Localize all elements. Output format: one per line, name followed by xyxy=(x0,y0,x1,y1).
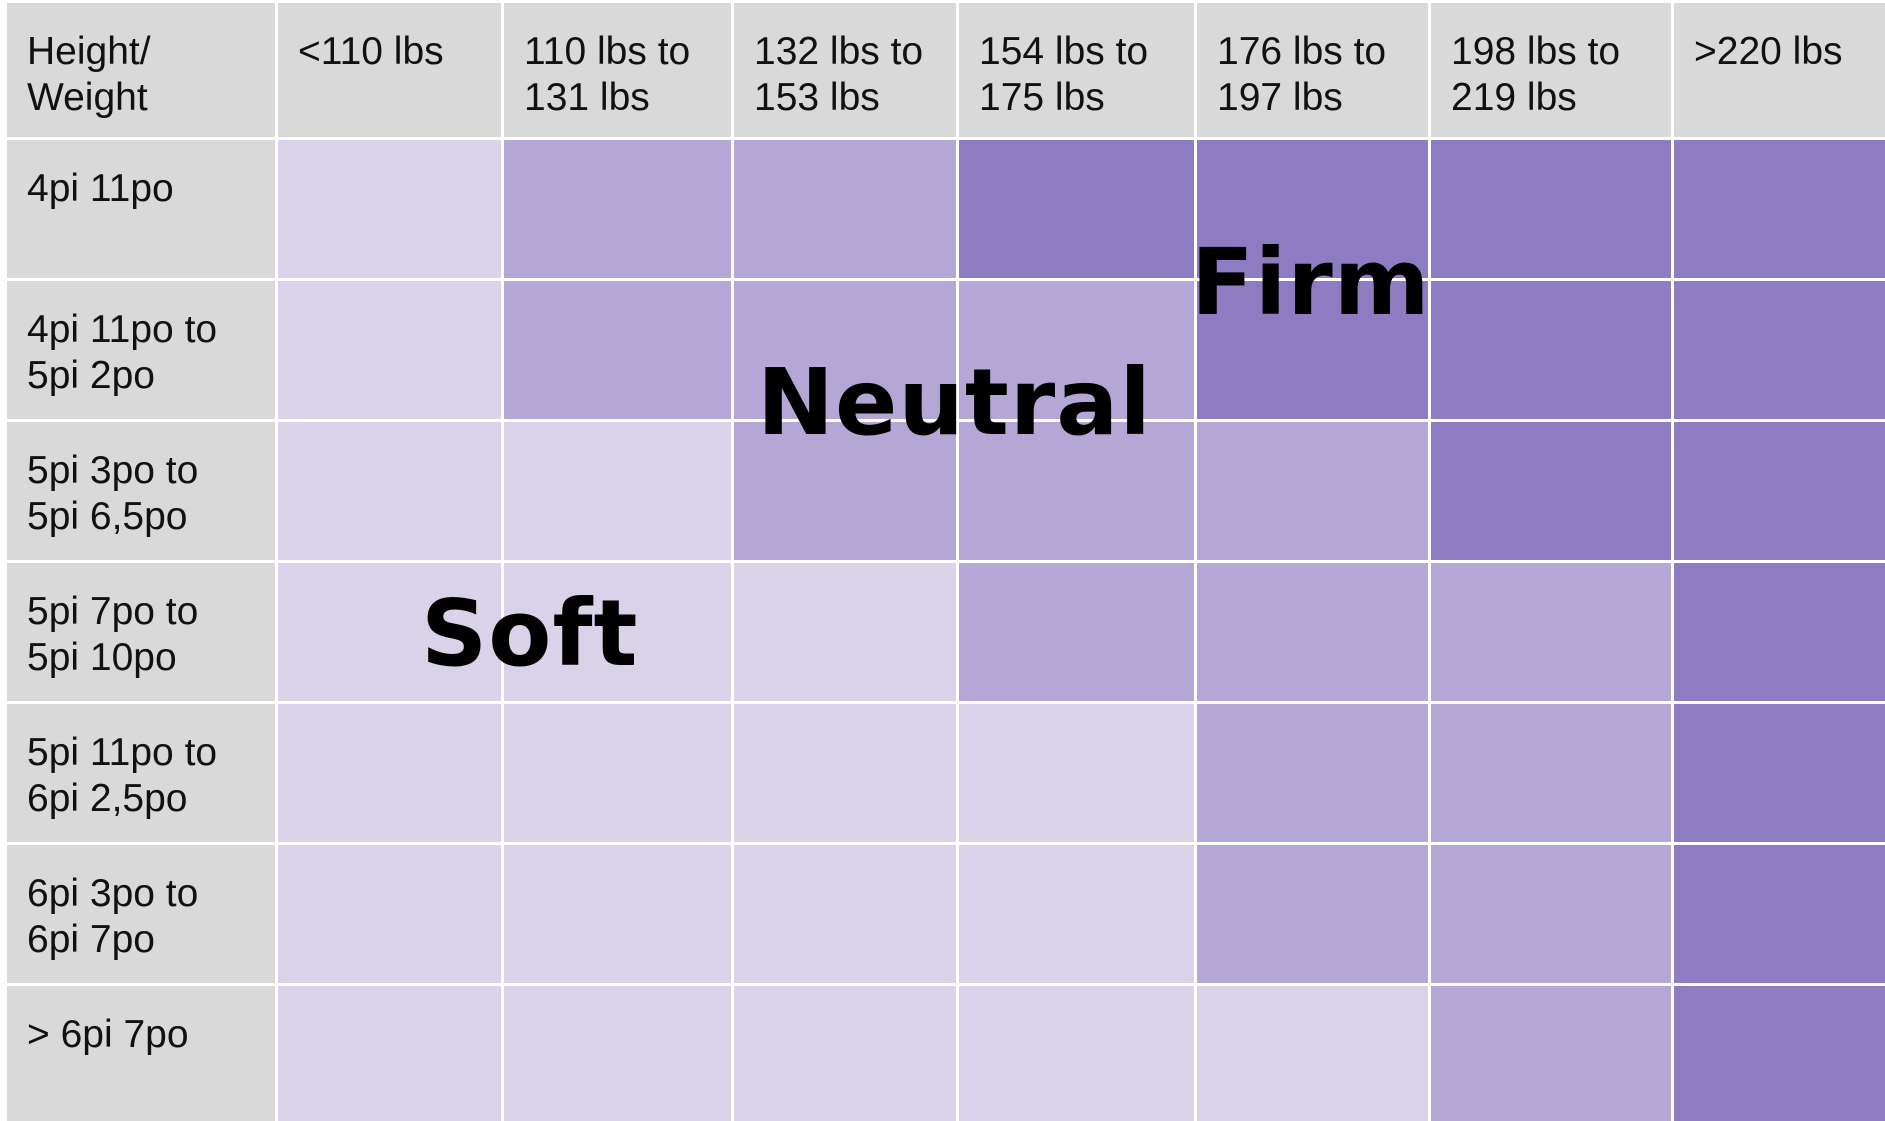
heatmap-cell-firm xyxy=(1197,140,1428,278)
heatmap-cell-soft xyxy=(278,281,501,419)
heatmap-cell-neutral xyxy=(1197,422,1428,560)
column-header: 198 lbs to 219 lbs xyxy=(1431,3,1671,137)
annotation-soft: Soft xyxy=(421,580,639,687)
heatmap-cell-neutral xyxy=(1431,704,1671,842)
heatmap-cell-neutral xyxy=(1431,563,1671,701)
heatmap-cell-firm xyxy=(1674,845,1885,983)
column-header: 132 lbs to 153 lbs xyxy=(734,3,956,137)
heatmap-cell-neutral xyxy=(734,140,956,278)
heatmap-cell-soft xyxy=(504,422,731,560)
heatmap-cell-firm xyxy=(1674,281,1885,419)
heatmap-cell-firm xyxy=(1674,704,1885,842)
heatmap-cell-neutral xyxy=(504,281,731,419)
heatmap-cell-firm xyxy=(1431,422,1671,560)
column-header: <110 lbs xyxy=(278,3,501,137)
heatmap-cell-firm xyxy=(1674,986,1885,1121)
column-header: 176 lbs to 197 lbs xyxy=(1197,3,1428,137)
heatmap-cell-soft xyxy=(734,845,956,983)
column-header: 154 lbs to 175 lbs xyxy=(959,3,1194,137)
heatmap-cell-soft xyxy=(734,986,956,1121)
heatmap-cell-neutral xyxy=(734,422,956,560)
row-header: 5pi 3po to 5pi 6,5po xyxy=(7,422,275,560)
row-header: 4pi 11po xyxy=(7,140,275,278)
annotation-neutral: Neutral xyxy=(757,349,1152,456)
heatmap-cell-firm xyxy=(959,140,1194,278)
firmness-heatmap: Height/ Weight <110 lbs 110 lbs to 131 lbs… xyxy=(7,3,1885,1121)
row-header: 5pi 7po to 5pi 10po xyxy=(7,563,275,701)
heatmap-cell-neutral xyxy=(1431,845,1671,983)
heatmap-cell-firm xyxy=(1674,140,1885,278)
heatmap-cell-neutral xyxy=(734,281,956,419)
heatmap-cell-soft xyxy=(278,845,501,983)
annotation-firm: Firm xyxy=(1191,229,1431,336)
heatmap-cell-neutral xyxy=(1431,986,1671,1121)
heatmap-cell-soft xyxy=(959,845,1194,983)
heatmap-cell-firm xyxy=(1674,563,1885,701)
corner-header: Height/ Weight xyxy=(7,3,275,137)
row-header: 5pi 11po to 6pi 2,5po xyxy=(7,704,275,842)
heatmap-cell-soft xyxy=(278,704,501,842)
row-header: 4pi 11po to 5pi 2po xyxy=(7,281,275,419)
column-header: >220 lbs xyxy=(1674,3,1885,137)
heatmap-cell-neutral xyxy=(1197,563,1428,701)
heatmap-cell-soft xyxy=(734,563,956,701)
heatmap-cell-neutral xyxy=(959,281,1194,419)
heatmap-cell-firm xyxy=(1431,140,1671,278)
heatmap-cell-soft xyxy=(504,845,731,983)
heatmap-cell-neutral xyxy=(959,563,1194,701)
heatmap-cell-soft xyxy=(278,563,501,701)
heatmap-cell-neutral xyxy=(1197,704,1428,842)
row-header: 6pi 3po to 6pi 7po xyxy=(7,845,275,983)
heatmap-cell-neutral xyxy=(959,422,1194,560)
heatmap-cell-firm xyxy=(1197,281,1428,419)
column-header: 110 lbs to 131 lbs xyxy=(504,3,731,137)
heatmap-cell-soft xyxy=(504,704,731,842)
heatmap-cell-firm xyxy=(1674,422,1885,560)
heatmap-cell-firm xyxy=(1431,281,1671,419)
heatmap-cell-neutral xyxy=(504,140,731,278)
heatmap-cell-soft xyxy=(278,986,501,1121)
heatmap-cell-neutral xyxy=(1197,845,1428,983)
heatmap-cell-soft xyxy=(959,986,1194,1121)
heatmap-cell-soft xyxy=(1197,986,1428,1121)
heatmap-cell-soft xyxy=(504,986,731,1121)
row-header: > 6pi 7po xyxy=(7,986,275,1121)
heatmap-cell-soft xyxy=(734,704,956,842)
heatmap-cell-soft xyxy=(278,140,501,278)
heatmap-cell-soft xyxy=(959,704,1194,842)
heatmap-cell-soft xyxy=(504,563,731,701)
heatmap-cell-soft xyxy=(278,422,501,560)
